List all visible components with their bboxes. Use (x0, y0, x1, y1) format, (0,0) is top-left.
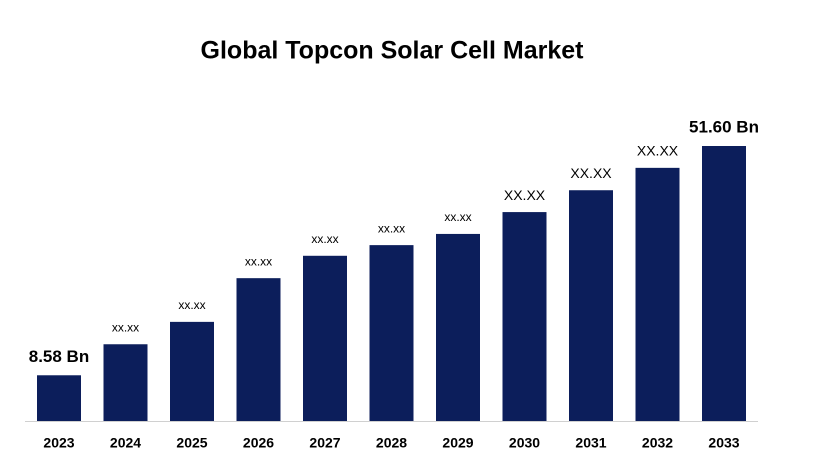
x-tick-label: 2027 (309, 435, 340, 451)
bar (369, 245, 414, 421)
value-label: 51.60 Bn (689, 117, 759, 136)
bar (569, 190, 613, 421)
x-tick-label: 2033 (708, 435, 739, 451)
value-label: xx.xx (245, 254, 272, 268)
bar (303, 255, 347, 421)
value-label: XX.XX (504, 187, 546, 203)
x-tick-label: 2030 (509, 435, 540, 451)
bar (170, 321, 214, 421)
x-tick-label: 2028 (376, 435, 407, 451)
x-tick-label: 2031 (575, 435, 606, 451)
x-tick-label: 2026 (243, 435, 274, 451)
value-label: XX.XX (570, 165, 612, 181)
value-label: 8.58 Bn (29, 347, 89, 366)
bar (436, 233, 480, 421)
bar (502, 212, 547, 421)
value-label: xx.xx (112, 320, 139, 334)
value-label: XX.XX (637, 143, 679, 159)
x-tick-label: 2032 (642, 435, 673, 451)
bar (236, 278, 281, 421)
x-tick-label: 2024 (110, 435, 141, 451)
x-tick-label: 2023 (43, 435, 74, 451)
bar (103, 344, 148, 421)
bar (702, 146, 746, 421)
value-label: xx.xx (178, 298, 205, 312)
chart-title: Global Topcon Solar Cell Market (201, 37, 585, 65)
value-label: xx.xx (311, 232, 338, 246)
x-tick-label: 2029 (442, 435, 473, 451)
value-label: xx.xx (378, 221, 405, 235)
bar (635, 167, 680, 421)
value-label: xx.xx (444, 210, 471, 224)
bar (37, 375, 81, 421)
x-tick-label: 2025 (176, 435, 207, 451)
